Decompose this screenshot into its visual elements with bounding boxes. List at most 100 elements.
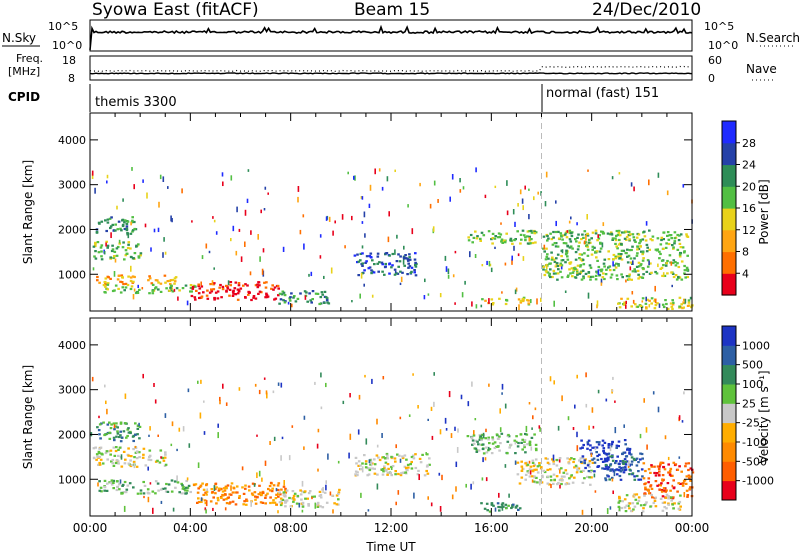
echo-point [501,383,504,390]
echo-cell [552,473,556,476]
echo-cell [260,493,264,496]
echo-point [162,252,164,258]
echo-cell [584,466,587,470]
echo-cell [566,258,570,261]
echo-cell [421,453,424,456]
echo-cell [530,238,533,241]
echo-point [508,493,510,498]
echo-cell [639,263,643,266]
echo-cell [686,494,690,497]
echo-cell [126,428,129,431]
echo-cell [166,490,170,493]
echo-point [92,267,95,271]
echo-point [176,448,178,452]
echo-cell [170,490,174,493]
echo-cell [609,469,612,472]
echo-cell [281,498,285,501]
echo-cell [639,240,642,243]
echo-point [200,281,202,286]
echo-cell [534,458,538,461]
echo-cell [583,477,586,480]
echo-cell [597,237,601,240]
noise-left-label: N.Sky [2,31,36,45]
echo-point [138,422,140,427]
echo-cell [118,242,121,245]
echo-cell [582,443,585,447]
echo-cell [586,254,590,257]
echo-cell [213,282,216,285]
echo-cell [119,440,123,443]
echo-cell [527,299,530,302]
echo-cell [576,248,580,251]
echo-point [272,390,275,394]
echo-point [501,504,504,511]
echo-cell [193,483,196,487]
echo-cell [115,254,119,257]
echo-cell [578,257,581,260]
echo-point [173,288,176,292]
echo-cell [672,275,676,279]
echo-cell [104,291,107,294]
echo-cell [546,234,549,238]
echo-cell [604,463,608,467]
echo-point [118,239,121,244]
echo-cell [299,493,303,496]
echo-cell [529,465,533,468]
echo-cell [524,478,527,481]
echo-cell [625,494,629,497]
echo-cell [325,501,329,504]
echo-point [368,459,371,464]
echo-cell [253,491,257,494]
echo-cell [641,276,645,279]
echo-cell [582,277,585,280]
echo-cell [480,502,483,505]
echo-cell [612,258,615,261]
echo-cell [653,465,656,468]
echo-point [593,473,596,478]
echo-cell [594,229,598,232]
echo-cell [509,237,513,240]
echo-point [592,425,595,429]
echo-cell [356,253,359,256]
echo-cell [551,275,554,279]
echo-point [316,443,319,449]
echo-cell [667,497,670,500]
echo-cell [479,237,482,240]
echo-point [597,389,600,394]
echo-cell [639,458,642,461]
echo-cell [594,278,598,281]
echo-cell [130,285,134,288]
echo-cell [318,494,322,497]
echo-cell [156,459,159,462]
echo-cell [151,283,155,286]
echo-cell [377,456,380,459]
echo-point [600,278,603,284]
echo-cell [215,486,218,489]
echo-cell [627,230,631,234]
echo-cell [181,487,185,490]
echo-point [347,171,349,175]
echo-point [171,421,174,427]
echo-cell [109,481,113,484]
echo-point [177,296,179,301]
echo-cell [97,429,101,432]
echo-point [232,225,235,232]
y-tick-label: 4000 [58,339,86,352]
echo-cell [258,290,262,293]
echo-cell [586,441,590,444]
echo-cell [402,256,406,259]
echo-cell [292,296,295,299]
echo-cell [303,290,307,293]
echo-point [661,478,663,481]
echo-cell [620,273,623,276]
echo-cell [626,297,630,300]
echo-cell [116,278,120,281]
echo-cell [617,263,620,266]
echo-cell [176,481,180,484]
echo-cell [619,460,622,463]
echo-cell [560,276,564,279]
echo-cell [407,466,410,469]
echo-point [325,216,328,221]
echo-cell [560,467,563,470]
echo-cell [165,482,168,486]
